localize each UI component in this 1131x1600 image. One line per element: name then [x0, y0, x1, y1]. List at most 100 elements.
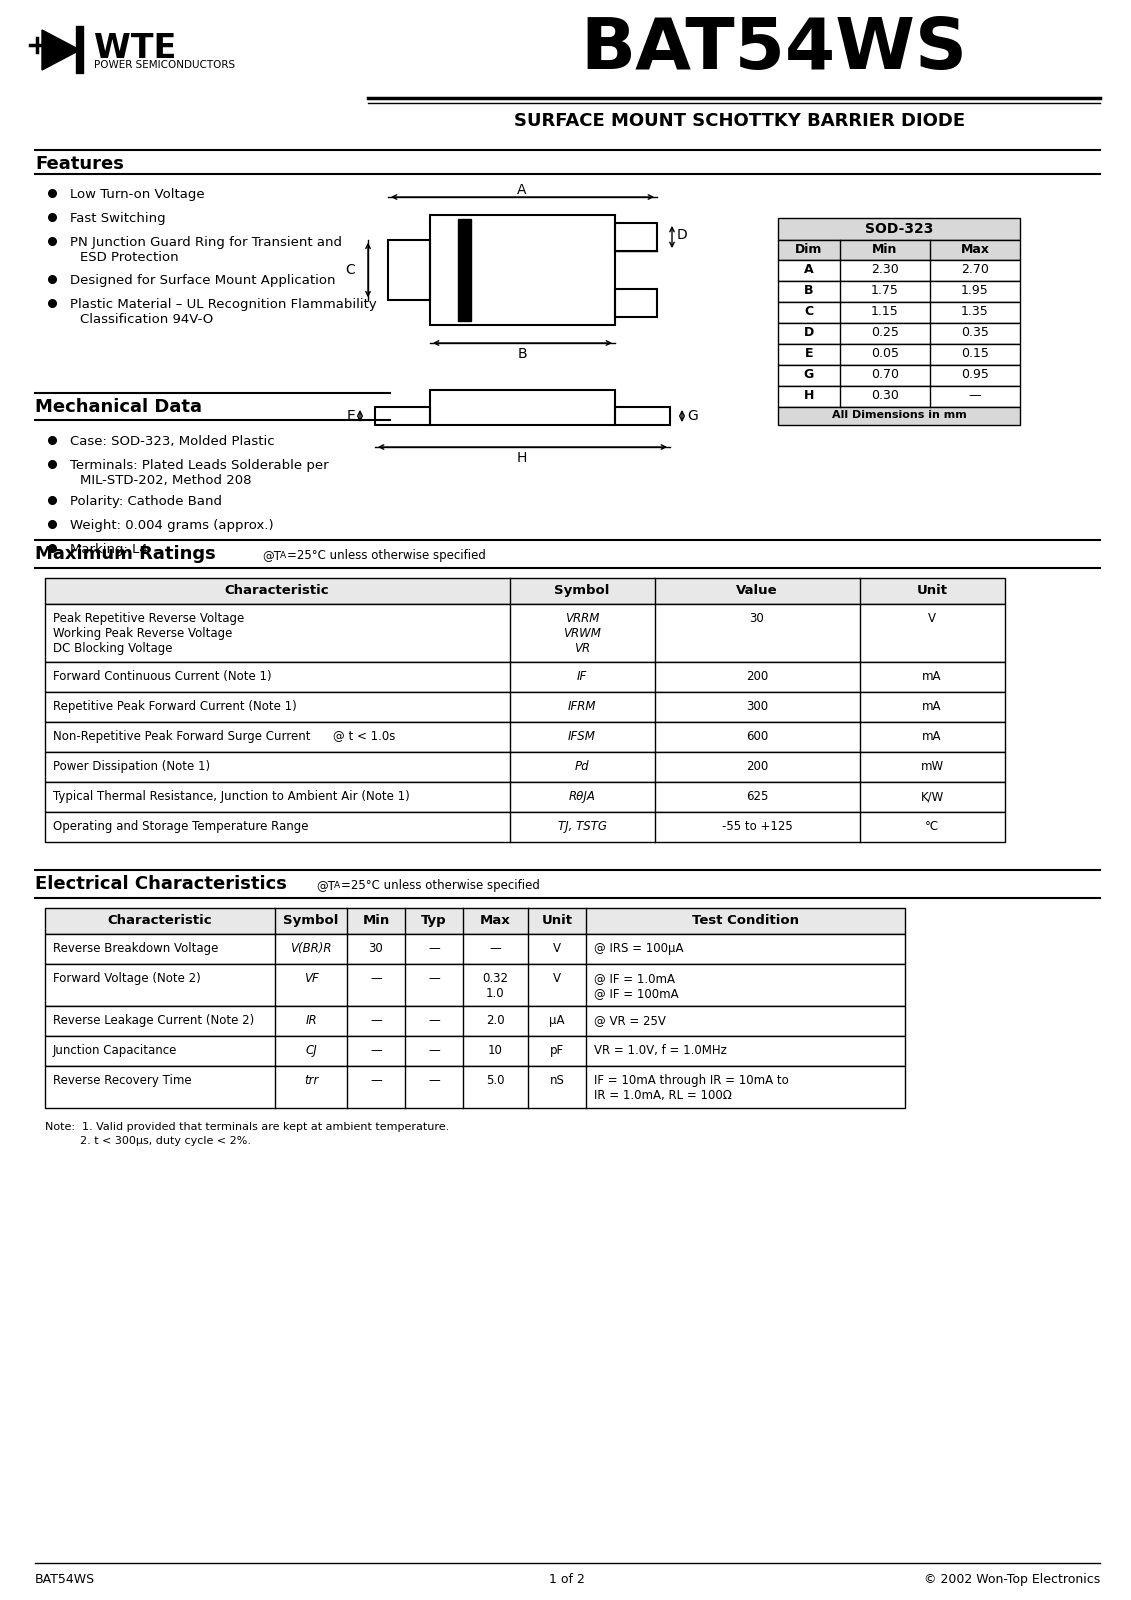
Text: WTE: WTE: [94, 32, 176, 66]
Text: VR: VR: [573, 642, 590, 654]
Text: 30: 30: [750, 611, 765, 626]
Text: nS: nS: [550, 1074, 564, 1086]
Text: BAT54WS: BAT54WS: [580, 14, 967, 83]
Text: A: A: [280, 550, 286, 560]
Text: μA: μA: [550, 1014, 564, 1027]
Text: E: E: [346, 410, 355, 422]
Text: Reverse Leakage Current (Note 2): Reverse Leakage Current (Note 2): [53, 1014, 254, 1027]
Text: DC Blocking Voltage: DC Blocking Voltage: [53, 642, 173, 654]
Bar: [45, 909, 905, 934]
Text: @T: @T: [262, 549, 280, 562]
Bar: [778, 344, 1020, 365]
Bar: [430, 214, 615, 325]
Text: TJ, TSTG: TJ, TSTG: [558, 819, 606, 834]
Text: VRRM: VRRM: [564, 611, 599, 626]
Bar: [45, 752, 1005, 782]
Bar: [778, 323, 1020, 344]
Text: Designed for Surface Mount Application: Designed for Surface Mount Application: [70, 274, 336, 286]
Text: All Dimensions in mm: All Dimensions in mm: [831, 410, 966, 419]
Text: —: —: [370, 1074, 382, 1086]
Text: trr: trr: [304, 1074, 318, 1086]
Bar: [45, 782, 1005, 813]
Text: Forward Voltage (Note 2): Forward Voltage (Note 2): [53, 971, 200, 986]
Text: 625: 625: [745, 790, 768, 803]
Text: Unit: Unit: [916, 584, 948, 597]
Text: RθJA: RθJA: [569, 790, 595, 803]
Text: 1.95: 1.95: [961, 285, 988, 298]
Text: Maximum Ratings: Maximum Ratings: [35, 546, 216, 563]
Text: Operating and Storage Temperature Range: Operating and Storage Temperature Range: [53, 819, 309, 834]
Text: Min: Min: [362, 914, 389, 926]
Text: A: A: [334, 882, 340, 890]
Text: Typical Thermal Resistance, Junction to Ambient Air (Note 1): Typical Thermal Resistance, Junction to …: [53, 790, 409, 803]
Text: 1 of 2: 1 of 2: [549, 1573, 585, 1586]
Text: ESD Protection: ESD Protection: [80, 251, 179, 264]
Text: IFRM: IFRM: [568, 701, 596, 714]
Text: 200: 200: [745, 670, 768, 683]
Bar: [778, 406, 1020, 426]
Text: Symbol: Symbol: [554, 584, 610, 597]
Bar: [45, 722, 1005, 752]
Bar: [45, 662, 1005, 691]
Text: °C: °C: [925, 819, 939, 834]
Bar: [45, 1066, 905, 1107]
Text: mW: mW: [921, 760, 943, 773]
Text: =25°C unless otherwise specified: =25°C unless otherwise specified: [342, 878, 539, 893]
Text: —: —: [429, 942, 440, 955]
Text: Value: Value: [736, 584, 778, 597]
Text: E: E: [805, 347, 813, 360]
Text: SOD-323: SOD-323: [865, 222, 933, 235]
Text: 600: 600: [745, 730, 768, 742]
Text: —: —: [429, 1043, 440, 1058]
Text: 2.30: 2.30: [871, 262, 899, 275]
Text: CJ: CJ: [305, 1043, 317, 1058]
Bar: [778, 240, 1020, 259]
Bar: [615, 290, 657, 317]
Text: @ IRS = 100μA: @ IRS = 100μA: [594, 942, 683, 955]
Text: Non-Repetitive Peak Forward Surge Current      @ t < 1.0s: Non-Repetitive Peak Forward Surge Curren…: [53, 730, 396, 742]
Text: 0.05: 0.05: [871, 347, 899, 360]
Text: © 2002 Won-Top Electronics: © 2002 Won-Top Electronics: [924, 1573, 1100, 1586]
Text: Power Dissipation (Note 1): Power Dissipation (Note 1): [53, 760, 210, 773]
Text: Electrical Characteristics: Electrical Characteristics: [35, 875, 287, 893]
Bar: [430, 390, 615, 426]
Text: V: V: [553, 942, 561, 955]
Bar: [45, 603, 1005, 662]
Text: C: C: [804, 306, 813, 318]
Text: 1.0: 1.0: [485, 987, 504, 1000]
Text: mA: mA: [922, 701, 942, 714]
Text: V(BR)R: V(BR)R: [291, 942, 331, 955]
Text: 0.95: 0.95: [961, 368, 988, 381]
Text: Pd: Pd: [575, 760, 589, 773]
Bar: [45, 1006, 905, 1037]
Text: @ IF = 1.0mA: @ IF = 1.0mA: [594, 971, 675, 986]
Text: 1.35: 1.35: [961, 306, 988, 318]
Text: Marking: L4: Marking: L4: [70, 542, 148, 557]
Bar: [778, 259, 1020, 282]
Text: VR = 1.0V, f = 1.0MHz: VR = 1.0V, f = 1.0MHz: [594, 1043, 727, 1058]
Text: Forward Continuous Current (Note 1): Forward Continuous Current (Note 1): [53, 670, 271, 683]
Text: 2.70: 2.70: [961, 262, 988, 275]
Text: Working Peak Reverse Voltage: Working Peak Reverse Voltage: [53, 627, 232, 640]
Text: Typ: Typ: [421, 914, 447, 926]
Text: 0.35: 0.35: [961, 326, 988, 339]
Text: Unit: Unit: [542, 914, 572, 926]
Text: 300: 300: [746, 701, 768, 714]
Text: IR = 1.0mA, RL = 100Ω: IR = 1.0mA, RL = 100Ω: [594, 1090, 732, 1102]
Text: pF: pF: [550, 1043, 564, 1058]
Text: Terminals: Plated Leads Solderable per: Terminals: Plated Leads Solderable per: [70, 459, 329, 472]
Text: IF = 10mA through IR = 10mA to: IF = 10mA through IR = 10mA to: [594, 1074, 788, 1086]
Text: 5.0: 5.0: [485, 1074, 504, 1086]
Text: 1.75: 1.75: [871, 285, 899, 298]
Text: 1.15: 1.15: [871, 306, 899, 318]
Bar: [45, 813, 1005, 842]
Text: A: A: [804, 262, 814, 275]
Text: 2.0: 2.0: [485, 1014, 504, 1027]
Bar: [458, 219, 470, 322]
Text: Min: Min: [872, 243, 898, 256]
Text: 10: 10: [487, 1043, 502, 1058]
Text: Features: Features: [35, 155, 124, 173]
Text: Fast Switching: Fast Switching: [70, 211, 165, 226]
Text: B: B: [517, 347, 527, 362]
Text: SURFACE MOUNT SCHOTTKY BARRIER DIODE: SURFACE MOUNT SCHOTTKY BARRIER DIODE: [515, 112, 966, 130]
